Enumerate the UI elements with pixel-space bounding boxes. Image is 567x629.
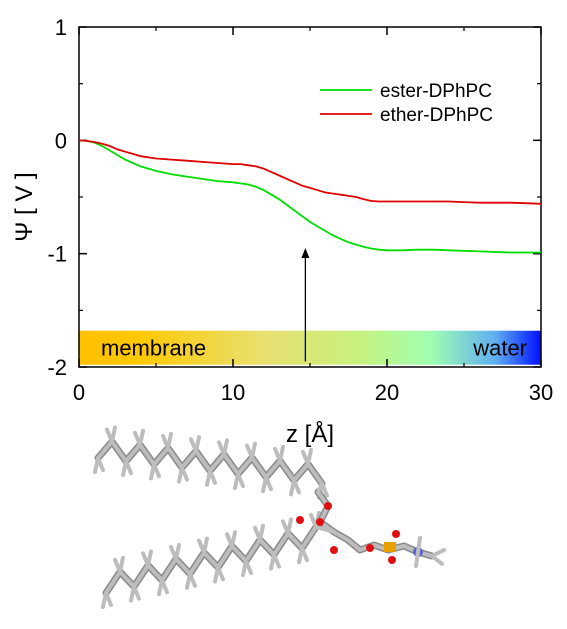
legend: ester-DPhPC ether-DPhPC xyxy=(320,81,493,126)
y-tick-label: -2 xyxy=(47,355,67,380)
legend-label-ester: ester-DPhPC xyxy=(380,81,492,102)
annotation-arrow-head xyxy=(301,248,310,258)
molecule-hydrogen-bond xyxy=(188,571,197,588)
molecule-hydrogen-bond xyxy=(189,437,198,454)
molecule-hydrogen-bond xyxy=(160,578,169,595)
y-axis-label: Ψ [ V ] xyxy=(11,172,38,241)
molecule-hydrogen-bond xyxy=(300,546,309,563)
series-line-ether-dphpc xyxy=(78,139,542,205)
membrane-water-band xyxy=(79,330,541,365)
molecule-bond xyxy=(104,525,318,595)
molecule-hydrogen-bond xyxy=(292,478,301,495)
molecule-hydrogen-bond xyxy=(105,427,114,444)
molecule-hydrogen-bond xyxy=(244,559,253,575)
x-axis-label: z [Å] xyxy=(286,420,334,448)
oxygen-atom xyxy=(316,518,324,526)
x-tick-label: 0 xyxy=(73,380,85,405)
oxygen-atom xyxy=(324,502,332,510)
molecule-hydrogen-bond xyxy=(152,462,161,479)
legend-label-ether: ether-DPhPC xyxy=(380,105,493,126)
molecule-hydrogen-bond xyxy=(301,450,310,466)
molecule-hydrogen-bond xyxy=(430,548,446,558)
oxygen-atom xyxy=(296,516,304,524)
molecule-hydrogen-bond xyxy=(104,591,113,607)
molecule-hydrogen-bond xyxy=(309,513,318,529)
x-tick-label: 30 xyxy=(529,380,553,405)
molecule-bond xyxy=(314,525,336,534)
molecule-hydrogen-bond xyxy=(161,434,170,450)
molecule-hydrogen-bond xyxy=(253,525,262,542)
molecule-hydrogen-bond xyxy=(216,565,225,582)
molecule-hydrogen-bond xyxy=(124,459,133,476)
molecule-hydrogen-bond xyxy=(416,536,422,554)
molecule-hydrogen-bond xyxy=(217,440,226,457)
y-tick-label: -1 xyxy=(47,242,67,267)
x-tick-label: 20 xyxy=(375,380,399,405)
molecule-hydrogen-bond xyxy=(273,446,282,463)
molecule-hydrogen-bond xyxy=(96,456,105,472)
x-tick-label: 10 xyxy=(221,380,245,405)
molecule-hydrogen-bond xyxy=(132,584,141,601)
molecule-hydrogen-bond xyxy=(281,519,290,536)
molecule-hydrogen-bond xyxy=(225,532,234,549)
y-tick-label: 0 xyxy=(55,128,67,153)
molecule-hydrogen-bond xyxy=(113,557,122,574)
oxygen-atom xyxy=(366,544,374,552)
molecule-hydrogen-bond xyxy=(272,552,281,569)
molecule-hydrogen-bond xyxy=(208,468,217,485)
molecule-hydrogen-bond xyxy=(169,545,178,561)
oxygen-atom xyxy=(388,556,396,564)
molecule-hydrogen-bond xyxy=(133,430,142,447)
oxygen-atom xyxy=(330,546,338,554)
molecule-bond xyxy=(316,490,434,558)
molecule-hydrogen-bond xyxy=(414,550,420,568)
plot-area-frame xyxy=(78,26,542,368)
molecule-hydrogen-bond xyxy=(180,465,189,482)
phosphorus-atom xyxy=(384,542,396,552)
molecule-hydrogen-bond xyxy=(197,538,206,555)
lipid-molecule-illustration xyxy=(93,425,446,609)
series-line-ester-dphpc xyxy=(78,139,541,254)
molecule-hydrogen-bond xyxy=(245,443,254,460)
band-label-water: water xyxy=(472,336,527,361)
molecule-hydrogen-bond xyxy=(236,472,245,488)
molecule-hydrogen-bond xyxy=(264,475,273,492)
molecule-bond xyxy=(316,481,324,494)
y-tick-label: 1 xyxy=(55,15,67,40)
oxygen-atom xyxy=(392,530,400,538)
band-label-membrane: membrane xyxy=(101,336,206,361)
molecule-hydrogen-bond xyxy=(141,551,150,568)
